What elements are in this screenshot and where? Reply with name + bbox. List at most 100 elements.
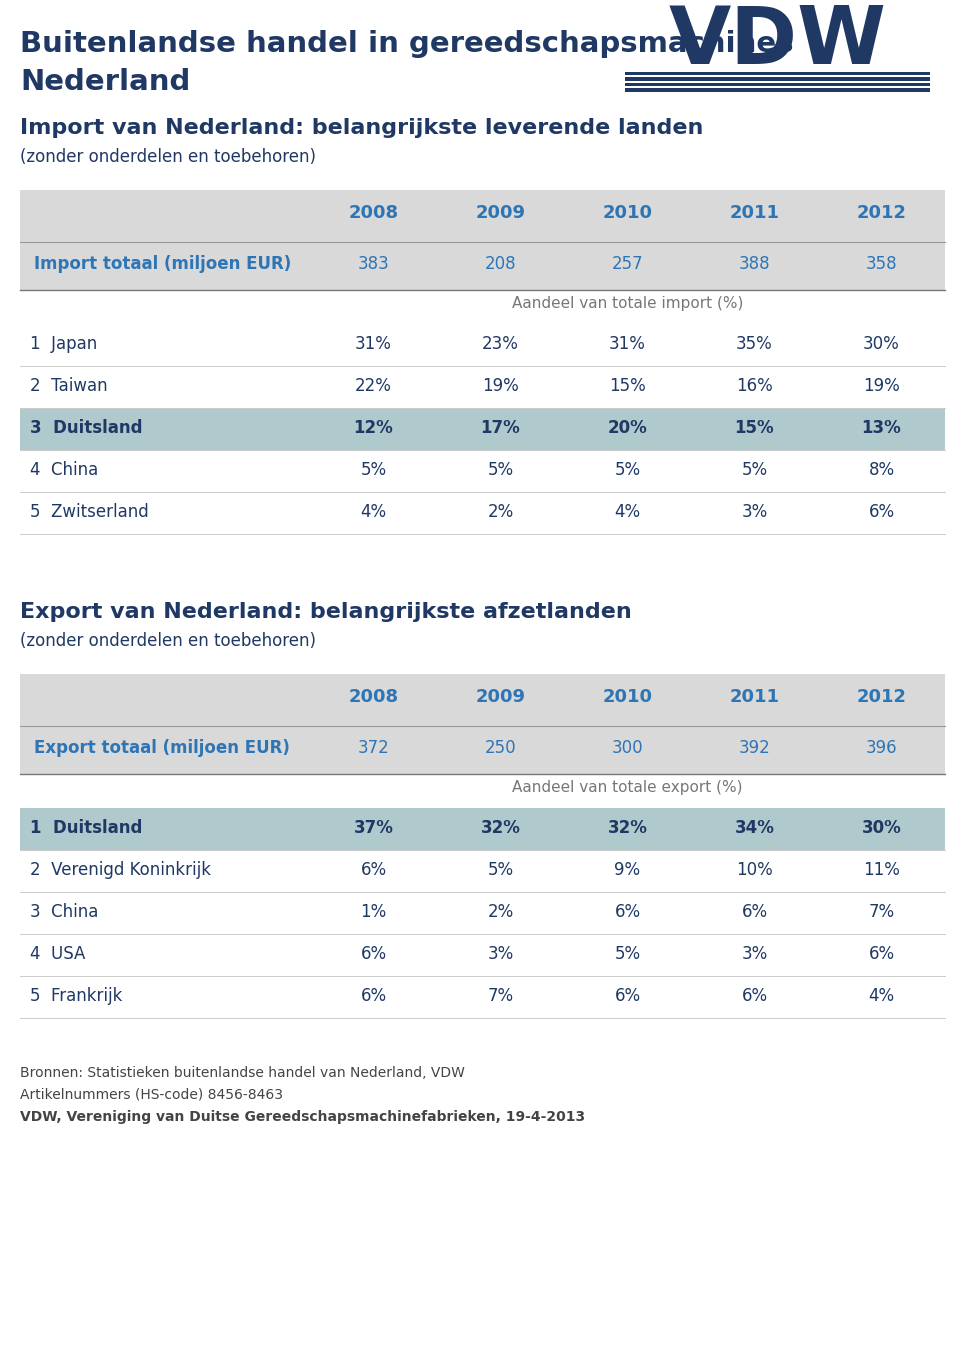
Text: 1%: 1%: [360, 903, 387, 921]
Text: 3  China: 3 China: [30, 903, 98, 921]
Text: 4%: 4%: [614, 503, 640, 521]
Text: 5  Zwitserland: 5 Zwitserland: [30, 503, 149, 521]
Bar: [20, 191, 945, 242]
Text: 6%: 6%: [360, 861, 387, 879]
Text: 15%: 15%: [734, 419, 775, 437]
Text: 37%: 37%: [353, 819, 394, 837]
Text: 6%: 6%: [869, 945, 895, 963]
Text: 3%: 3%: [741, 945, 768, 963]
Text: 4  China: 4 China: [30, 461, 98, 479]
Bar: [615, 8, 940, 91]
Text: 32%: 32%: [608, 819, 647, 837]
Text: 2012: 2012: [856, 204, 906, 222]
Text: 7%: 7%: [869, 903, 895, 921]
Text: 6%: 6%: [741, 987, 768, 1005]
Text: 300: 300: [612, 740, 643, 757]
Text: 31%: 31%: [355, 335, 392, 353]
Text: 2009: 2009: [475, 204, 525, 222]
Text: 19%: 19%: [482, 377, 518, 395]
Text: 16%: 16%: [736, 377, 773, 395]
Text: 9%: 9%: [614, 861, 640, 879]
Text: 8%: 8%: [869, 461, 895, 479]
Text: 30%: 30%: [862, 819, 901, 837]
Bar: [20, 726, 945, 773]
Text: 6%: 6%: [360, 987, 387, 1005]
Text: VDW, Vereniging van Duitse Gereedschapsmachinefabrieken, 19-4-2013: VDW, Vereniging van Duitse Gereedschapsm…: [20, 1110, 586, 1124]
Text: 5%: 5%: [614, 461, 640, 479]
Text: 2009: 2009: [475, 688, 525, 706]
Text: 2  Taiwan: 2 Taiwan: [30, 377, 108, 395]
Bar: [20, 675, 945, 726]
Text: 6%: 6%: [360, 945, 387, 963]
Bar: [625, 82, 930, 87]
Text: 1  Japan: 1 Japan: [30, 335, 97, 353]
Text: 5  Frankrijk: 5 Frankrijk: [30, 987, 122, 1005]
Bar: [20, 242, 945, 289]
Text: 2011: 2011: [730, 688, 780, 706]
Text: 1  Duitsland: 1 Duitsland: [30, 819, 142, 837]
Text: 32%: 32%: [481, 819, 520, 837]
Text: 2  Verenigd Koninkrijk: 2 Verenigd Koninkrijk: [30, 861, 211, 879]
Text: 23%: 23%: [482, 335, 519, 353]
Text: 2010: 2010: [603, 204, 653, 222]
Text: Artikelnummers (HS-code) 8456-8463: Artikelnummers (HS-code) 8456-8463: [20, 1088, 283, 1102]
Text: 11%: 11%: [863, 861, 900, 879]
Text: 2%: 2%: [488, 903, 514, 921]
Bar: [20, 808, 945, 850]
Text: Import van Nederland: belangrijkste leverende landen: Import van Nederland: belangrijkste leve…: [20, 118, 704, 138]
Text: 17%: 17%: [481, 419, 520, 437]
Text: 6%: 6%: [614, 987, 640, 1005]
Text: 22%: 22%: [355, 377, 392, 395]
Text: Bronnen: Statistieken buitenlandse handel van Nederland, VDW: Bronnen: Statistieken buitenlandse hande…: [20, 1065, 465, 1080]
Text: Aandeel van totale export (%): Aandeel van totale export (%): [513, 780, 743, 795]
Text: 358: 358: [866, 256, 898, 273]
Text: (zonder onderdelen en toebehoren): (zonder onderdelen en toebehoren): [20, 147, 316, 166]
Text: 392: 392: [738, 740, 770, 757]
Text: 388: 388: [738, 256, 770, 273]
Text: 7%: 7%: [488, 987, 514, 1005]
Text: Aandeel van totale import (%): Aandeel van totale import (%): [512, 296, 743, 311]
Text: 2008: 2008: [348, 204, 398, 222]
Text: 3  Duitsland: 3 Duitsland: [30, 419, 142, 437]
Text: Buitenlandse handel in gereedschapsmachines: Buitenlandse handel in gereedschapsmachi…: [20, 30, 794, 58]
Text: Nederland: Nederland: [20, 68, 190, 96]
Text: 34%: 34%: [734, 819, 775, 837]
Text: 4%: 4%: [360, 503, 387, 521]
Text: 13%: 13%: [862, 419, 901, 437]
Text: 208: 208: [485, 256, 516, 273]
Text: 6%: 6%: [741, 903, 768, 921]
Text: 4  USA: 4 USA: [30, 945, 85, 963]
Text: 2%: 2%: [488, 503, 514, 521]
Text: Export van Nederland: belangrijkste afzetlanden: Export van Nederland: belangrijkste afze…: [20, 602, 632, 622]
Text: 15%: 15%: [610, 377, 646, 395]
Text: 6%: 6%: [869, 503, 895, 521]
Text: 3%: 3%: [741, 503, 768, 521]
Text: 383: 383: [358, 256, 390, 273]
Text: 31%: 31%: [609, 335, 646, 353]
Text: 20%: 20%: [608, 419, 647, 437]
Text: 396: 396: [866, 740, 898, 757]
Text: 35%: 35%: [736, 335, 773, 353]
Text: VDW: VDW: [668, 4, 886, 81]
Text: 4%: 4%: [869, 987, 895, 1005]
Text: 2011: 2011: [730, 204, 780, 222]
Text: 5%: 5%: [741, 461, 768, 479]
Text: 30%: 30%: [863, 335, 900, 353]
Text: 19%: 19%: [863, 377, 900, 395]
Text: 5%: 5%: [488, 461, 514, 479]
Text: 3%: 3%: [488, 945, 514, 963]
Text: 372: 372: [358, 740, 390, 757]
Bar: [20, 408, 945, 450]
Text: 5%: 5%: [614, 945, 640, 963]
Text: 257: 257: [612, 256, 643, 273]
Text: (zonder onderdelen en toebehoren): (zonder onderdelen en toebehoren): [20, 631, 316, 650]
Text: Export totaal (miljoen EUR): Export totaal (miljoen EUR): [34, 740, 290, 757]
Text: 2008: 2008: [348, 688, 398, 706]
Bar: [625, 72, 930, 76]
Text: 5%: 5%: [360, 461, 387, 479]
Text: 5%: 5%: [488, 861, 514, 879]
Text: 2012: 2012: [856, 688, 906, 706]
Text: 250: 250: [485, 740, 516, 757]
Bar: [625, 77, 930, 81]
Text: 10%: 10%: [736, 861, 773, 879]
